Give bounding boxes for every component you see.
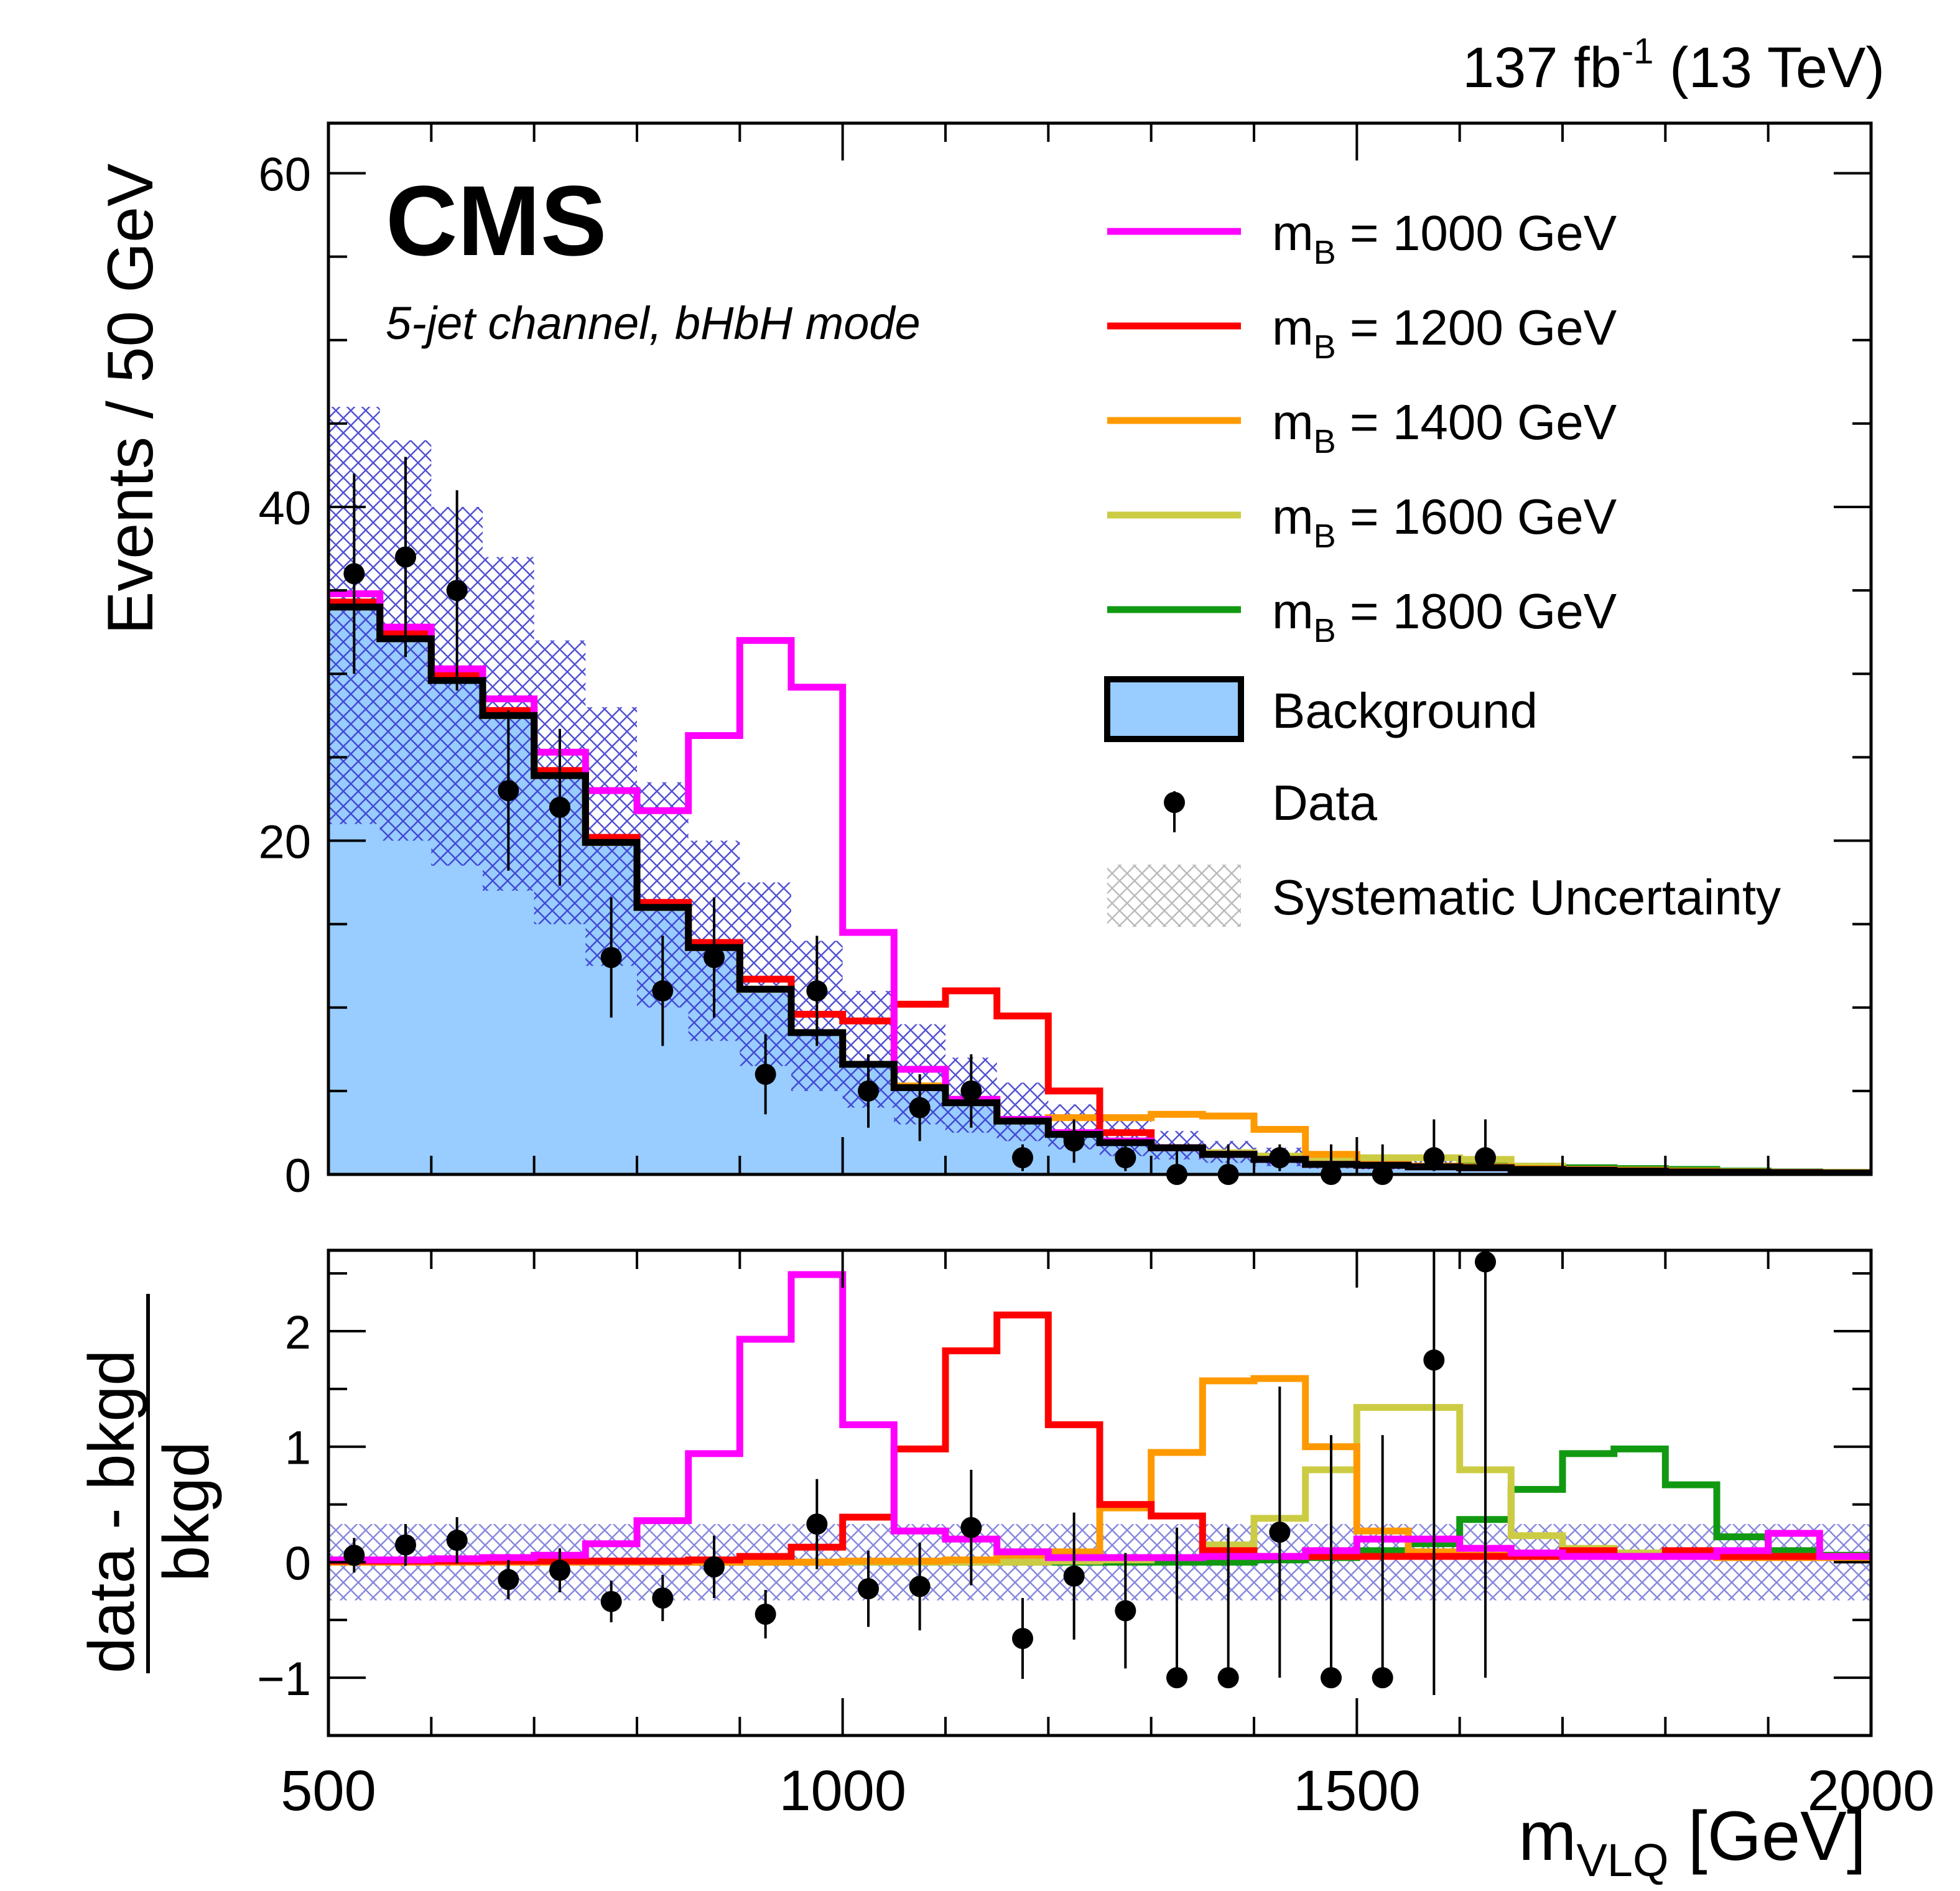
data-point xyxy=(395,546,416,568)
data-point xyxy=(549,796,570,818)
data-point xyxy=(960,1080,982,1102)
x-axis-label: mVLQ [GeV] xyxy=(1518,1797,1866,1886)
ratio-data-points xyxy=(343,1250,1496,1695)
data-point xyxy=(1115,1147,1136,1169)
ratio-data-point xyxy=(652,1587,674,1609)
legend-label: Data xyxy=(1272,775,1377,830)
legend-entry-signal: mB = 1600 GeV xyxy=(1107,489,1617,555)
legend-label: Systematic Uncertainty xyxy=(1272,870,1781,925)
main-plot-frame xyxy=(327,121,1873,1176)
legend-entry-signal: mB = 1200 GeV xyxy=(1107,300,1617,366)
legend-box-swatch xyxy=(1104,676,1244,742)
data-point xyxy=(755,1064,776,1085)
legend-label: mB = 1000 GeV xyxy=(1272,205,1617,271)
ratio-data-point xyxy=(806,1513,828,1535)
x-tick-label: 1500 xyxy=(1293,1759,1421,1823)
legend-entry-signal: mB = 1400 GeV xyxy=(1107,394,1617,460)
x-tick-label: 500 xyxy=(281,1759,376,1823)
data-point xyxy=(446,580,468,602)
data-point xyxy=(909,1097,931,1118)
data-points-layer xyxy=(343,457,1496,1185)
data-point xyxy=(1269,1147,1291,1169)
data-point xyxy=(1012,1147,1033,1169)
legend-hatch-swatch xyxy=(1107,865,1241,927)
data-point xyxy=(858,1080,879,1102)
data-point xyxy=(600,947,622,969)
ratio-y-tick-label: 0 xyxy=(285,1537,311,1590)
subtitle: 5-jet channel, bHbH mode xyxy=(386,297,921,349)
legend-entry-signal: mB = 1800 GeV xyxy=(1107,583,1617,649)
ratio-y-tick-label: 2 xyxy=(285,1306,311,1359)
x-tick-label: 1000 xyxy=(779,1759,906,1823)
ratio-axis-ticks: 500 1000 1500 2000 −1 0 1 2 xyxy=(257,1250,1934,1823)
data-point xyxy=(652,980,674,1001)
lumi-label: 137 fb-1 (13 TeV) xyxy=(1462,31,1885,100)
main-axis-ticks: 0 20 40 60 xyxy=(258,123,1872,1202)
x-tick-label: 2000 xyxy=(1808,1759,1935,1823)
legend-entry-data: Data xyxy=(1164,775,1377,832)
ratio-data-point xyxy=(1166,1667,1187,1689)
legend-entry-systematic: Systematic Uncertainty xyxy=(1107,865,1781,927)
ratio-signal-line-1200 xyxy=(328,1311,1871,1565)
ratio-signal-lines xyxy=(328,1271,1871,1566)
legend-data-marker xyxy=(1164,792,1185,813)
legend-entry-signal: mB = 1000 GeV xyxy=(1107,205,1617,271)
legend-label: mB = 1800 GeV xyxy=(1272,583,1617,649)
ratio-y-axis-label: data - bkgd bkgd xyxy=(76,1294,223,1673)
ratio-data-point xyxy=(960,1517,982,1538)
ratio-signal-line-1000 xyxy=(328,1271,1871,1564)
data-point xyxy=(1423,1147,1445,1169)
ratio-y-tick-label: 1 xyxy=(285,1422,311,1475)
systematic-band-bin xyxy=(996,1082,1049,1141)
ratio-data-point xyxy=(755,1604,776,1625)
y-tick-label: 60 xyxy=(258,148,311,201)
ratio-data-point xyxy=(858,1578,879,1600)
legend-label: mB = 1200 GeV xyxy=(1272,300,1617,366)
ratio-data-point xyxy=(909,1576,931,1597)
ratio-data-point xyxy=(395,1534,416,1556)
y-tick-label: 0 xyxy=(285,1150,311,1202)
legend-entry-background: Background xyxy=(1104,676,1538,742)
data-point xyxy=(806,980,828,1001)
y-tick-label: 40 xyxy=(258,482,311,535)
data-point xyxy=(704,947,725,969)
data-point xyxy=(343,563,365,585)
ratio-data-point xyxy=(1012,1628,1033,1649)
ratio-data-point xyxy=(704,1556,725,1577)
data-point xyxy=(1475,1147,1496,1169)
ratio-ylabel-numerator: data - bkgd xyxy=(76,1350,148,1673)
data-point xyxy=(498,780,519,802)
ratio-data-point xyxy=(549,1559,570,1581)
legend: mB = 1000 GeV mB = 1200 GeV mB = 1400 GeV m… xyxy=(1104,205,1781,927)
main-y-axis-label: Events / 50 GeV xyxy=(95,164,167,634)
ratio-data-point xyxy=(498,1569,519,1591)
ratio-plot-frame xyxy=(327,1248,1873,1737)
data-point xyxy=(1063,1130,1085,1152)
legend-label: Background xyxy=(1272,683,1538,738)
y-tick-label: 20 xyxy=(258,815,311,868)
background-line xyxy=(328,603,1871,1174)
ratio-ylabel-denominator: bkgd xyxy=(151,1441,223,1582)
ratio-data-point xyxy=(1217,1667,1239,1689)
legend-label: mB = 1600 GeV xyxy=(1272,489,1617,555)
ratio-data-point xyxy=(1423,1349,1445,1371)
ratio-data-point xyxy=(343,1545,365,1566)
ratio-data-point xyxy=(446,1530,468,1551)
ratio-data-point xyxy=(1063,1565,1085,1587)
background-line-layer xyxy=(328,603,1871,1174)
ratio-data-point xyxy=(1372,1667,1393,1689)
ratio-data-point xyxy=(1321,1667,1342,1689)
ratio-data-point xyxy=(600,1591,622,1612)
ratio-data-point xyxy=(1269,1522,1291,1543)
ratio-data-point xyxy=(1115,1600,1136,1622)
legend-label: mB = 1400 GeV xyxy=(1272,394,1617,460)
ratio-data-point xyxy=(1475,1251,1496,1273)
ratio-y-tick-label: −1 xyxy=(257,1653,311,1706)
experiment-label: CMS xyxy=(386,165,607,276)
